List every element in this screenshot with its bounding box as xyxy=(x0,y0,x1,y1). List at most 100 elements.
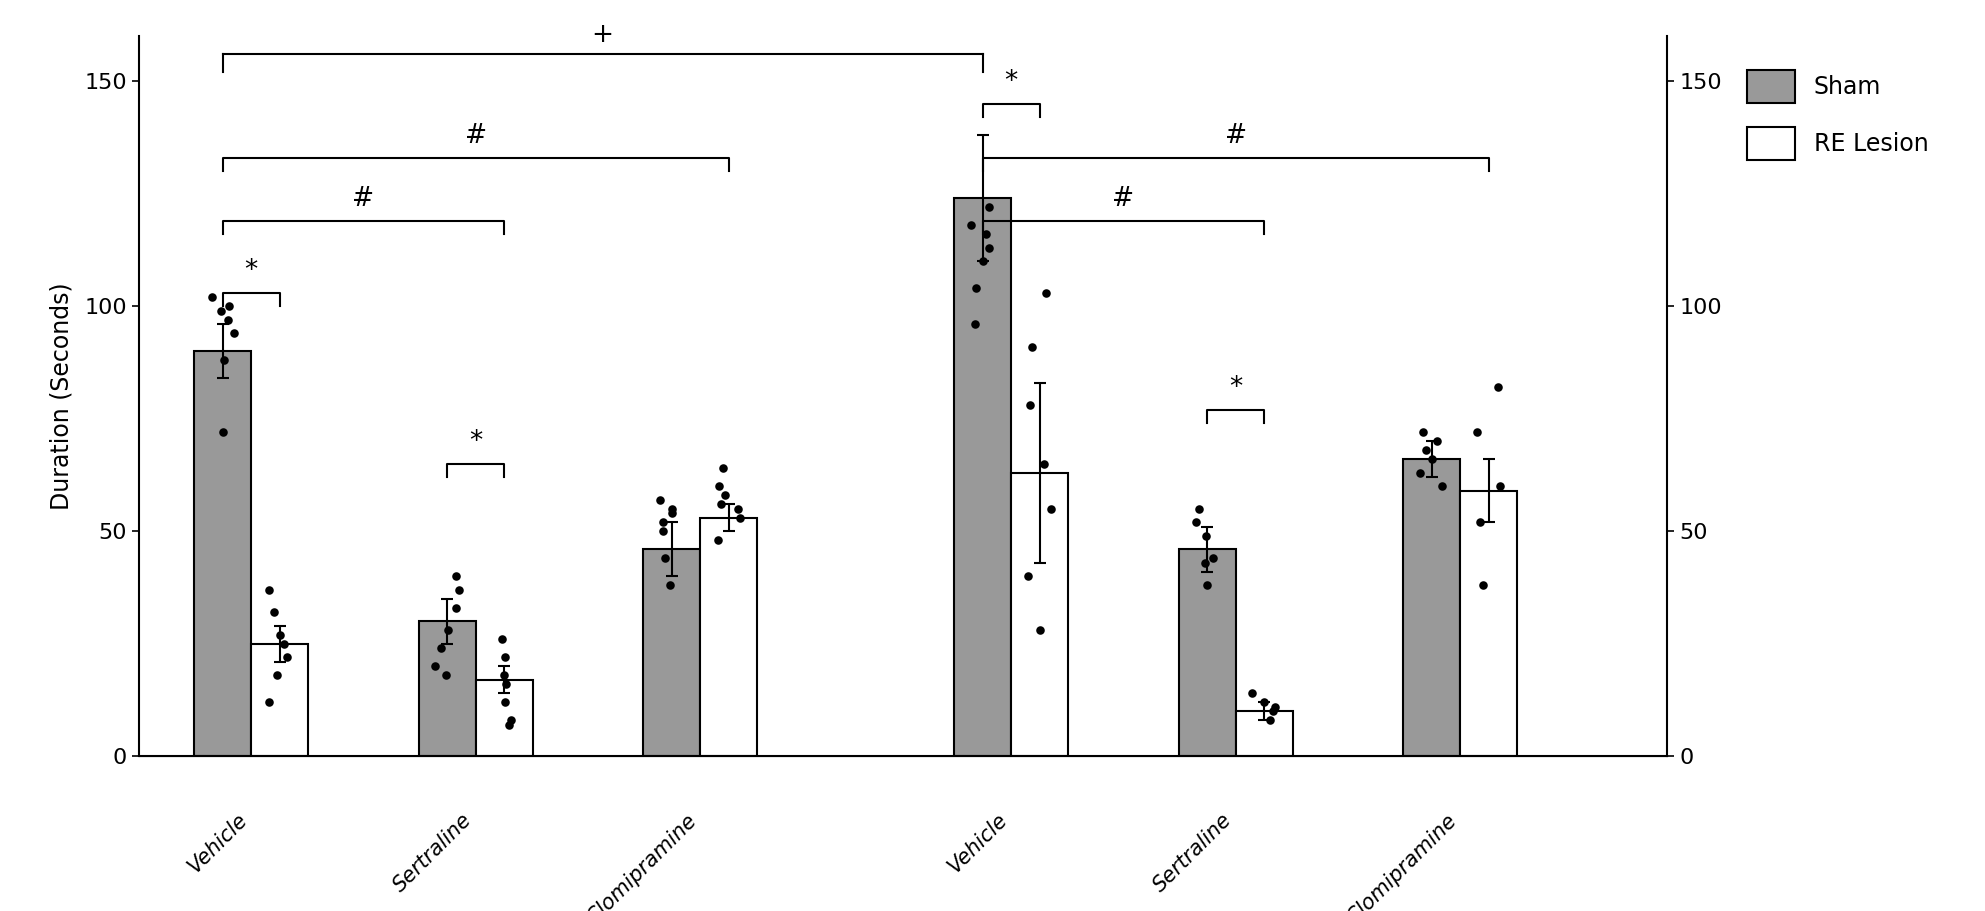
Text: #: # xyxy=(1225,123,1247,148)
Point xyxy=(1403,466,1435,480)
Point xyxy=(1465,515,1497,529)
Bar xyxy=(1010,473,1068,756)
Point xyxy=(204,303,236,318)
Bar xyxy=(476,680,532,756)
Point xyxy=(973,200,1004,215)
Point xyxy=(705,497,736,512)
Point xyxy=(707,461,738,476)
Point xyxy=(1016,340,1048,354)
Bar xyxy=(701,517,756,756)
Point xyxy=(655,506,687,520)
Point xyxy=(723,501,754,516)
Point xyxy=(1257,704,1288,719)
Text: Sertraline: Sertraline xyxy=(389,810,476,896)
Point xyxy=(1467,578,1499,592)
Point xyxy=(490,677,522,691)
Point xyxy=(441,600,472,615)
Bar xyxy=(1403,459,1461,756)
Point xyxy=(488,650,520,664)
Text: #: # xyxy=(353,186,375,212)
Point xyxy=(1255,712,1286,727)
Point xyxy=(1237,686,1268,701)
Text: +: + xyxy=(592,22,613,47)
Point xyxy=(1191,578,1223,592)
Point xyxy=(258,605,290,619)
Point xyxy=(1183,501,1215,516)
Bar xyxy=(1461,491,1517,756)
Point xyxy=(1461,425,1493,439)
Point xyxy=(214,299,246,313)
Point xyxy=(494,717,526,732)
Point xyxy=(1028,456,1060,471)
Legend: Sham, RE Lesion: Sham, RE Lesion xyxy=(1741,63,1935,168)
Point xyxy=(1258,700,1290,714)
Point xyxy=(709,488,740,503)
Text: *: * xyxy=(1229,374,1243,401)
Point xyxy=(1421,434,1453,448)
Point xyxy=(260,668,292,682)
Point xyxy=(647,515,679,529)
Point xyxy=(1179,515,1211,529)
Text: #: # xyxy=(464,123,486,148)
Point xyxy=(212,312,244,327)
Point xyxy=(1191,528,1223,543)
Bar xyxy=(955,199,1010,756)
Point xyxy=(254,582,286,597)
Point xyxy=(268,637,300,651)
Point xyxy=(1030,285,1062,300)
Point xyxy=(647,524,679,538)
Point xyxy=(655,501,687,516)
Point xyxy=(197,290,228,304)
Point xyxy=(419,659,451,673)
Point xyxy=(1407,425,1439,439)
Point xyxy=(433,623,464,638)
Point xyxy=(725,510,756,525)
Text: Clomipramine: Clomipramine xyxy=(584,810,701,911)
Point xyxy=(425,641,457,656)
Point xyxy=(494,712,526,727)
Point xyxy=(967,254,998,269)
Text: Sertraline: Sertraline xyxy=(1149,810,1235,896)
Point xyxy=(1409,443,1441,457)
Bar xyxy=(643,549,701,756)
Point xyxy=(961,281,992,295)
Point xyxy=(441,568,472,583)
Point xyxy=(1485,479,1517,494)
Point xyxy=(1024,623,1056,638)
Text: Vehicle: Vehicle xyxy=(945,810,1010,877)
Point xyxy=(1034,501,1066,516)
Point xyxy=(486,632,518,647)
Point xyxy=(643,493,675,507)
Text: #: # xyxy=(1112,186,1135,212)
Text: *: * xyxy=(468,429,482,455)
Bar xyxy=(1179,549,1235,756)
Bar xyxy=(252,644,308,756)
Point xyxy=(703,479,734,494)
Point xyxy=(254,695,286,710)
Point xyxy=(429,668,461,682)
Point xyxy=(1189,556,1221,570)
Point xyxy=(1014,398,1046,413)
Point xyxy=(443,582,474,597)
Point xyxy=(490,695,522,710)
Text: *: * xyxy=(1004,69,1018,95)
Point xyxy=(218,326,250,341)
Point xyxy=(206,425,238,439)
Text: *: * xyxy=(244,258,258,284)
Point xyxy=(1417,452,1449,466)
Y-axis label: Duration (Seconds): Duration (Seconds) xyxy=(50,282,73,510)
Point xyxy=(971,227,1002,241)
Point xyxy=(649,551,681,566)
Bar xyxy=(419,621,476,756)
Bar xyxy=(1235,711,1292,756)
Point xyxy=(1249,695,1280,710)
Point xyxy=(955,218,987,232)
Text: Vehicle: Vehicle xyxy=(185,810,252,877)
Point xyxy=(272,650,304,664)
Point xyxy=(208,353,240,368)
Point xyxy=(264,628,296,642)
Point xyxy=(1197,551,1229,566)
Point xyxy=(1012,568,1044,583)
Point xyxy=(1425,479,1457,494)
Point xyxy=(653,578,685,592)
